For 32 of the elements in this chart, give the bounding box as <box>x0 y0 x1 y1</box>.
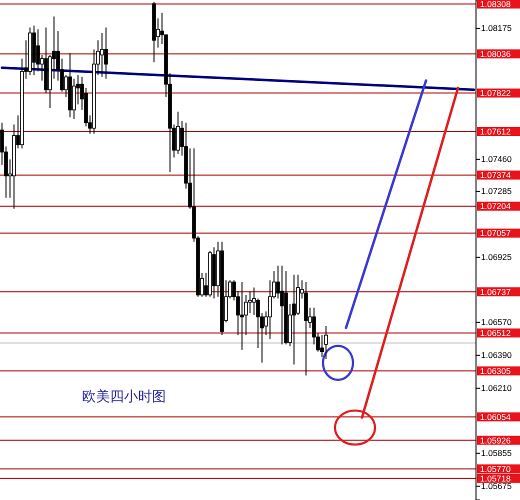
ref-line-label: 1.07057 <box>480 228 511 238</box>
candlestick <box>176 111 180 154</box>
ref-line-label: 1.05718 <box>480 473 511 484</box>
y-tick-label: 1.06570 <box>481 317 512 328</box>
candlestick <box>240 282 244 350</box>
ref-line-label: 1.05926 <box>480 435 511 446</box>
ref-line-label: 1.06054 <box>480 412 511 422</box>
y-tick-label: 1.05855 <box>481 448 512 458</box>
ref-line-label: 1.07612 <box>480 126 511 136</box>
text: 欧美四小时图 <box>82 389 166 405</box>
y-tick-label: 1.07285 <box>481 186 512 196</box>
y-tick-label: 1.06210 <box>481 383 512 393</box>
ref-line-label: 1.07374 <box>480 170 511 180</box>
ref-line-label: 1.07204 <box>480 201 511 212</box>
y-tick-label: 1.05675 <box>481 480 512 491</box>
ref-line-label: 1.06305 <box>480 366 511 376</box>
ref-line-label: 1.06737 <box>480 286 511 297</box>
candlestick <box>280 265 284 345</box>
ref-line-label: 1.05770 <box>480 464 511 474</box>
y-tick-label: 1.08175 <box>481 23 512 34</box>
y-tick-label: 1.07460 <box>481 154 512 164</box>
ref-line-label: 1.06512 <box>480 328 511 338</box>
candlestick <box>100 32 104 78</box>
candlestick <box>104 26 108 80</box>
y-tick-label: 1.06390 <box>481 350 512 360</box>
ref-line-label: 1.07822 <box>480 88 511 98</box>
candlestick <box>324 326 328 360</box>
ref-line-label: 1.08308 <box>480 0 511 10</box>
candlestick <box>292 274 296 365</box>
ref-line-label: 1.08036 <box>480 48 511 59</box>
candlestick <box>72 78 76 120</box>
y-tick-label: 1.06925 <box>481 252 512 262</box>
